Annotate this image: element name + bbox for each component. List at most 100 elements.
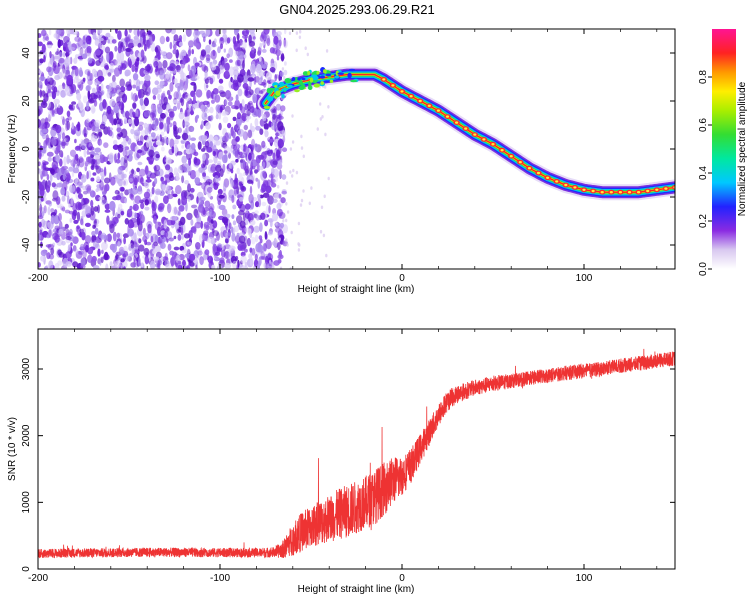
noise-speckle [277,121,284,131]
noise-speckle [56,172,61,181]
noise-speckle [237,51,245,60]
noise-speckle [64,86,71,96]
noise-speckle [67,244,71,252]
noise-speckle [77,193,83,200]
noise-speckle [271,212,279,222]
noise-speckle [261,183,267,193]
noise-speckle [99,168,104,173]
noise-speckle [140,177,144,185]
noise-speckle [244,227,250,233]
noise-speckle [248,89,254,96]
ridge-bead-core [536,171,541,175]
noise-speckle [158,99,163,106]
noise-speckle [252,36,256,40]
ridge-blob [268,87,276,91]
noise-speckle [114,260,121,268]
noise-speckle [54,209,58,215]
ridge-bead-core [436,109,440,112]
noise-speckle [165,36,170,43]
noise-speckle [212,144,217,153]
noise-speckle [67,231,72,236]
noise-speckle [132,203,139,212]
noise-speckle [130,221,134,229]
noise-speckle [197,204,205,213]
noise-speckle [230,83,236,90]
noise-speckle [302,154,305,159]
noise-speckle [126,38,134,49]
noise-speckle [247,228,251,236]
noise-speckle [299,203,303,207]
spectrogram-y-tick-label: 0 [21,146,32,152]
ridge-blob [347,72,352,79]
noise-speckle [168,175,175,182]
noise-speckle [250,211,256,218]
noise-speckle [160,176,164,182]
noise-speckle [98,37,104,42]
noise-speckle [84,235,92,244]
noise-speckle [176,209,180,216]
noise-speckle [117,241,121,247]
noise-speckle [38,233,42,241]
noise-speckle [215,164,222,173]
spectrogram-y-label: Frequency (Hz) [7,115,18,184]
noise-speckle [247,77,255,82]
noise-speckle [97,204,100,214]
noise-speckle [152,243,156,249]
noise-speckle [184,180,190,185]
noise-speckle [130,221,135,228]
noise-speckle [226,37,231,44]
noise-speckle [100,83,104,92]
noise-speckle [130,194,135,201]
noise-speckle [93,119,101,127]
noise-speckle [124,29,128,37]
noise-speckle [105,32,111,38]
noise-speckle [40,255,46,262]
noise-speckle [98,196,105,201]
noise-speckle [229,59,233,63]
noise-speckle [155,153,160,159]
noise-speckle [118,101,124,111]
noise-speckle [285,238,288,242]
noise-speckle [270,79,275,84]
noise-speckle [272,160,278,165]
noise-speckle [188,262,192,267]
noise-speckle [166,104,171,112]
noise-speckle [113,139,118,146]
noise-speckle [255,214,260,221]
noise-speckle [248,152,252,161]
noise-speckle [154,80,160,86]
noise-speckle [142,110,149,119]
noise-speckle [188,157,192,166]
noise-speckle [104,177,111,184]
noise-speckle [141,32,147,37]
noise-speckle [211,99,215,104]
noise-speckle [90,189,94,198]
noise-speckle [182,223,186,233]
noise-speckle [272,152,276,161]
noise-speckle [270,120,277,131]
noise-speckle [160,112,166,119]
noise-speckle [163,122,166,133]
noise-speckle [185,29,192,37]
noise-speckle [183,116,190,123]
noise-speckle [194,75,200,80]
noise-speckle [70,242,73,247]
ridge-blob [335,70,339,77]
ridge-blob [323,80,330,83]
noise-speckle [117,166,123,175]
noise-speckle [220,43,223,50]
noise-speckle [97,248,101,257]
noise-speckle [134,67,138,73]
noise-speckle [180,61,185,69]
noise-speckle [191,127,194,132]
noise-speckle [116,110,120,121]
noise-speckle [247,179,253,184]
noise-speckle [256,108,263,117]
noise-speckle [81,210,87,218]
noise-speckle [236,112,242,120]
noise-speckle [128,149,133,156]
noise-speckle [142,235,148,243]
ridge-blob [281,88,288,91]
noise-speckle [154,188,162,196]
ridge-blob [350,79,357,83]
